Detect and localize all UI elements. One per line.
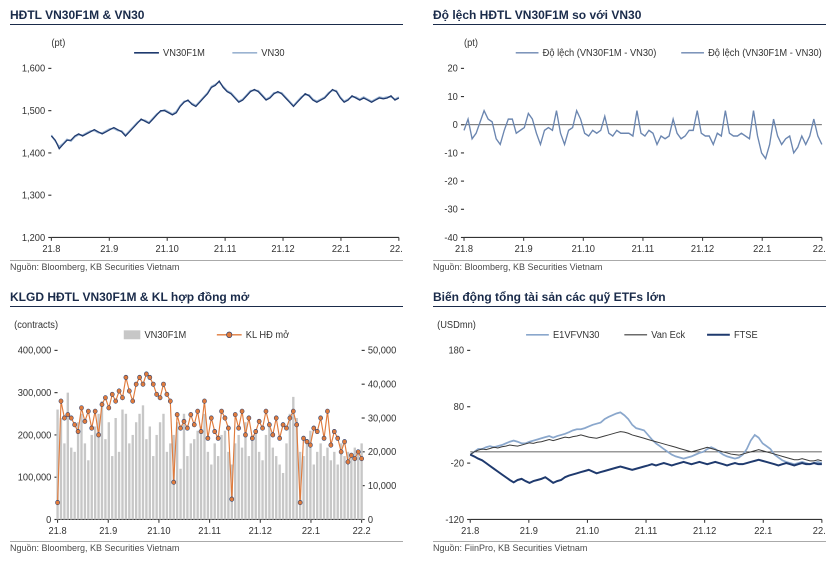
svg-text:22.1: 22.1 xyxy=(302,525,320,536)
title-tr: Độ lệch HĐTL VN30F1M so với VN30 xyxy=(433,8,826,25)
panel-spread: Độ lệch HĐTL VN30F1M so với VN30 -40-30-… xyxy=(433,8,826,272)
svg-text:21.9: 21.9 xyxy=(515,244,533,255)
svg-text:21.9: 21.9 xyxy=(100,244,118,255)
svg-text:21.9: 21.9 xyxy=(520,525,538,536)
svg-text:21.12: 21.12 xyxy=(271,244,294,255)
title-bl: KLGD HĐTL VN30F1M & KL hợp đồng mở xyxy=(10,290,403,307)
svg-text:21.10: 21.10 xyxy=(156,244,179,255)
svg-text:80: 80 xyxy=(454,401,464,412)
svg-text:21.10: 21.10 xyxy=(576,525,599,536)
svg-text:Độ lệch (VN30F1M - VN30): Độ lệch (VN30F1M - VN30) xyxy=(543,48,657,59)
chart-br: -120 -20 80 180 21.8 21.9 21.10 21.11 21.12 22.1 2… xyxy=(433,317,826,540)
svg-text:-120: -120 xyxy=(445,514,464,525)
svg-text:-40: -40 xyxy=(444,233,457,244)
svg-text:30,000: 30,000 xyxy=(368,413,396,424)
svg-text:1,600: 1,600 xyxy=(22,63,45,74)
svg-text:1,300: 1,300 xyxy=(22,190,45,201)
chart-tl: 1,200 1,300 1,400 1,500 1,600 21.8 21.9 21.10 21… xyxy=(10,35,403,258)
svg-text:0: 0 xyxy=(368,514,373,525)
svg-text:10,000: 10,000 xyxy=(368,480,396,491)
svg-text:0: 0 xyxy=(453,120,458,131)
svg-text:(contracts): (contracts) xyxy=(14,319,58,330)
source-bl: Nguồn: Bloomberg, KB Securities Vietnam xyxy=(10,541,403,553)
svg-text:-20: -20 xyxy=(444,176,457,187)
svg-text:180: 180 xyxy=(448,345,464,356)
svg-text:21.10: 21.10 xyxy=(572,244,595,255)
panel-vn30f1m-vn30: HĐTL VN30F1M & VN30 1,200 1,300 1,400 1,500… xyxy=(10,8,403,272)
svg-text:400,000: 400,000 xyxy=(18,345,52,356)
svg-text:22.2: 22.2 xyxy=(813,244,826,255)
svg-text:(pt): (pt) xyxy=(464,38,478,49)
svg-text:21.8: 21.8 xyxy=(42,244,60,255)
svg-text:10: 10 xyxy=(447,92,457,103)
chart-tr: -40 -30 -20 -10 0 10 20 21.8 21.9 21.10 21.11 21.12… xyxy=(433,35,826,258)
svg-text:21.12: 21.12 xyxy=(693,525,716,536)
panel-volume-oi: KLGD HĐTL VN30F1M & KL hợp đồng mở 0 100,… xyxy=(10,290,403,554)
title-tl: HĐTL VN30F1M & VN30 xyxy=(10,8,403,25)
svg-text:20: 20 xyxy=(447,63,457,74)
svg-text:300,000: 300,000 xyxy=(18,387,52,398)
svg-text:VN30F1M: VN30F1M xyxy=(144,329,186,340)
svg-text:(USDmn): (USDmn) xyxy=(437,319,476,330)
svg-text:VN30: VN30 xyxy=(261,48,284,59)
svg-text:50,000: 50,000 xyxy=(368,345,396,356)
svg-text:Độ lệch (VN30F1M - VN30): Độ lệch (VN30F1M - VN30) xyxy=(708,48,822,59)
panel-etf-aum: Biến động tổng tài sản các quỹ ETFs lớn … xyxy=(433,290,826,554)
svg-text:21.11: 21.11 xyxy=(635,525,658,536)
svg-text:E1VFVN30: E1VFVN30 xyxy=(553,329,600,340)
svg-text:-30: -30 xyxy=(444,204,457,215)
svg-text:40,000: 40,000 xyxy=(368,379,396,390)
svg-text:21.8: 21.8 xyxy=(461,525,479,536)
source-br: Nguồn: FiinPro, KB Securities Vietnam xyxy=(433,541,826,553)
svg-text:21.12: 21.12 xyxy=(691,244,714,255)
svg-text:22.1: 22.1 xyxy=(753,244,771,255)
svg-text:Van Eck: Van Eck xyxy=(651,329,685,340)
svg-text:200,000: 200,000 xyxy=(18,429,52,440)
svg-text:22.2: 22.2 xyxy=(813,525,826,536)
svg-text:22.1: 22.1 xyxy=(332,244,350,255)
svg-text:21.11: 21.11 xyxy=(632,244,655,255)
chart-bl: 0 100,000 200,000 300,000 400,000 0 10,000 20,0… xyxy=(10,317,403,540)
svg-text:21.9: 21.9 xyxy=(99,525,117,536)
svg-text:VN30F1M: VN30F1M xyxy=(163,48,205,59)
svg-text:21.8: 21.8 xyxy=(455,244,473,255)
svg-text:100,000: 100,000 xyxy=(18,472,52,483)
svg-text:-10: -10 xyxy=(444,148,457,159)
svg-text:21.11: 21.11 xyxy=(214,244,237,255)
source-tr: Nguồn: Bloomberg, KB Securities Vietnam xyxy=(433,260,826,272)
svg-text:22.2: 22.2 xyxy=(353,525,371,536)
svg-text:-20: -20 xyxy=(451,458,464,469)
svg-text:1,200: 1,200 xyxy=(22,233,45,244)
svg-text:21.10: 21.10 xyxy=(147,525,170,536)
svg-text:22.2: 22.2 xyxy=(390,244,403,255)
svg-text:(pt): (pt) xyxy=(51,38,65,49)
svg-text:21.11: 21.11 xyxy=(198,525,221,536)
title-br: Biến động tổng tài sản các quỹ ETFs lớn xyxy=(433,290,826,307)
svg-text:0: 0 xyxy=(46,514,51,525)
svg-text:FTSE: FTSE xyxy=(734,329,758,340)
source-tl: Nguồn: Bloomberg, KB Securities Vietnam xyxy=(10,260,403,272)
svg-text:KL HĐ mở: KL HĐ mở xyxy=(246,329,290,340)
svg-text:1,400: 1,400 xyxy=(22,148,45,159)
svg-text:1,500: 1,500 xyxy=(22,106,45,117)
svg-text:21.12: 21.12 xyxy=(249,525,272,536)
svg-text:20,000: 20,000 xyxy=(368,446,396,457)
svg-text:21.8: 21.8 xyxy=(49,525,67,536)
svg-text:22.1: 22.1 xyxy=(754,525,772,536)
